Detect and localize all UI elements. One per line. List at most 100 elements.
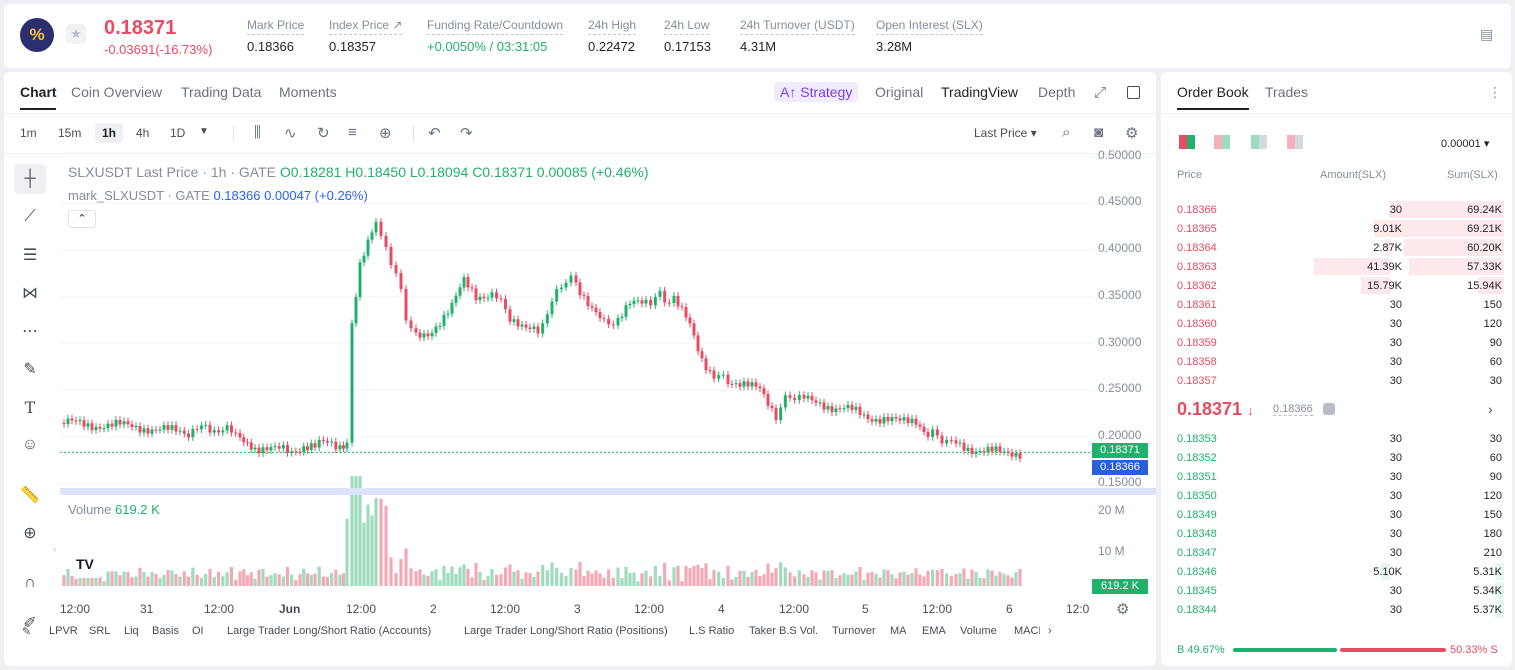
text-tool-icon[interactable]: T [24, 397, 36, 417]
camera-icon[interactable]: ◙ [1094, 124, 1104, 141]
axis-settings-icon[interactable]: ⚙ [1116, 601, 1130, 618]
tab-order-book[interactable]: Order Book [1177, 84, 1249, 100]
view-original[interactable]: Original [875, 84, 924, 100]
refresh-icon[interactable]: ↻ [317, 125, 330, 142]
indicator-item[interactable]: Basis [152, 625, 179, 637]
bids-row[interactable]: 0.18351 30 90 [1161, 467, 1512, 486]
x-tick: 12:0 [1066, 602, 1090, 616]
crosshair-icon[interactable]: ┼ [14, 164, 46, 194]
indicator-item[interactable]: MACL [1014, 625, 1040, 637]
indicator-item[interactable]: Large Trader Long/Short Ratio (Accounts) [227, 625, 432, 637]
layout-split-icon[interactable] [1214, 135, 1230, 149]
tab-trades[interactable]: Trades [1265, 84, 1309, 100]
bids-row[interactable]: 0.18349 30 150 [1161, 505, 1512, 524]
interval-1m[interactable]: 1m [20, 126, 37, 140]
volume-bar [696, 564, 700, 586]
bids-row[interactable]: 0.18352 30 60 [1161, 448, 1512, 467]
indicator-item[interactable]: OI [192, 625, 204, 637]
asks-row[interactable]: 0.18363 41.39K 57.33K [1161, 257, 1512, 276]
bids-row[interactable]: 0.18347 30 210 [1161, 543, 1512, 562]
add-indicator-icon[interactable]: ⊕ [379, 125, 392, 142]
layout-bids-icon[interactable] [1251, 135, 1267, 149]
chevron-right-icon[interactable]: › [1488, 401, 1493, 417]
precision-select[interactable]: 0.00001 ▾ [1441, 138, 1490, 150]
volume-bar [994, 575, 998, 586]
search-icon[interactable]: ⌕ [1062, 124, 1071, 141]
collapse-toolbar-icon[interactable]: ‹ [53, 544, 57, 555]
undo-icon[interactable]: ↶ [428, 125, 441, 142]
horizontal-lines-icon[interactable]: ☰ [22, 247, 38, 264]
view-tradingview[interactable]: TradingView [941, 84, 1019, 100]
candlestick-chart[interactable] [60, 154, 1094, 594]
asks-row[interactable]: 0.18366 30 69.24K [1161, 200, 1512, 219]
zoom-icon[interactable]: ⊕ [23, 525, 37, 542]
tab-trading-data[interactable]: Trading Data [181, 84, 262, 100]
redo-icon[interactable]: ↷ [460, 125, 473, 142]
pattern-icon[interactable]: ⋈ [22, 285, 38, 302]
fib-icon[interactable]: ⋯ [22, 323, 38, 340]
bids-row[interactable]: 0.18345 30 5.34K [1161, 581, 1512, 600]
tab-coin-overview[interactable]: Coin Overview [71, 84, 163, 100]
layout-asks-icon[interactable] [1287, 135, 1303, 149]
asks-row[interactable]: 0.18358 30 60 [1161, 352, 1512, 371]
asks-row[interactable]: 0.18364 2.87K 60.20K [1161, 238, 1512, 257]
indicator-item[interactable]: L.S Ratio [689, 625, 735, 637]
indicator-item[interactable]: MA [890, 625, 907, 637]
pencil-icon[interactable]: ✎ [22, 626, 32, 638]
indicators-icon[interactable]: ∿ [284, 125, 297, 142]
emoji-icon[interactable]: ☺ [21, 436, 39, 453]
bids-row[interactable]: 0.18350 30 120 [1161, 486, 1512, 505]
asks-row[interactable]: 0.18357 30 30 [1161, 371, 1512, 390]
candle [688, 317, 692, 324]
scroll-right-icon[interactable]: › [1048, 625, 1052, 637]
template-icon[interactable]: ≡ [348, 124, 357, 141]
indicator-item[interactable]: LPVR [49, 625, 78, 637]
interval-1d[interactable]: 1D [170, 126, 186, 140]
indicator-item[interactable]: SRL [89, 625, 111, 637]
candle [636, 300, 640, 302]
interval-15m[interactable]: 15m [58, 126, 82, 140]
bids-row[interactable]: 0.18344 30 5.37K [1161, 600, 1512, 619]
asks-row[interactable]: 0.18359 30 90 [1161, 333, 1512, 352]
pane-separator[interactable] [60, 488, 1156, 495]
more-options-icon[interactable]: ⋮ [1488, 84, 1502, 100]
fullscreen-icon[interactable] [1127, 86, 1140, 99]
book-icon[interactable]: ▤ [1480, 26, 1494, 42]
ruler-icon[interactable]: 📏 [20, 487, 40, 504]
candle [966, 447, 970, 451]
interval-dropdown-icon[interactable]: ▼ [199, 126, 209, 137]
magnet-icon[interactable]: ∩ [24, 574, 36, 591]
trendline-icon[interactable]: ⟋ [24, 208, 36, 225]
favorite-star-icon[interactable]: ★ [66, 24, 86, 44]
asks-row[interactable]: 0.18362 15.79K 15.94K [1161, 276, 1512, 295]
view-depth[interactable]: Depth [1038, 84, 1076, 100]
stat-index-price[interactable]: Index Price ↗ 0.18357 [329, 18, 403, 54]
indicator-item[interactable]: EMA [922, 625, 946, 637]
draw-pen-icon[interactable]: ✐ [23, 615, 37, 632]
strategy-button[interactable]: A↑ Strategy [774, 82, 859, 102]
brush-icon[interactable]: ✎ [23, 361, 37, 378]
indicator-item[interactable]: Taker B.S Vol. [749, 625, 819, 637]
settings-gear-icon[interactable]: ⚙ [1125, 125, 1139, 142]
bids-row[interactable]: 0.18348 30 180 [1161, 524, 1512, 543]
candle-type-icon[interactable]: ⫼ [254, 124, 261, 141]
asks-row[interactable]: 0.18361 30 150 [1161, 295, 1512, 314]
indicator-item[interactable]: Large Trader Long/Short Ratio (Positions… [464, 625, 668, 637]
tab-chart[interactable]: Chart [20, 84, 57, 100]
indicator-item[interactable]: Volume [960, 625, 997, 637]
bids-row[interactable]: 0.18346 5.10K 5.31K [1161, 562, 1512, 581]
interval-1h[interactable]: 1h [95, 123, 124, 143]
price-type-select[interactable]: Last Price ▾ [974, 126, 1037, 140]
candle [918, 424, 922, 427]
asks-row[interactable]: 0.18365 9.01K 69.21K [1161, 219, 1512, 238]
indicator-item[interactable]: Turnover [832, 625, 876, 637]
asks-row[interactable]: 0.18360 30 120 [1161, 314, 1512, 333]
expand-icon[interactable]: ⤢ [1094, 84, 1107, 101]
tab-moments[interactable]: Moments [279, 84, 337, 100]
indicator-item[interactable]: Liq [124, 625, 139, 637]
bids-row[interactable]: 0.18353 30 30 [1161, 429, 1512, 448]
layout-both-icon[interactable] [1179, 135, 1195, 149]
interval-4h[interactable]: 4h [136, 126, 150, 140]
volume-bar [978, 577, 982, 586]
collapse-legend-button[interactable]: ⌃ [68, 210, 96, 228]
